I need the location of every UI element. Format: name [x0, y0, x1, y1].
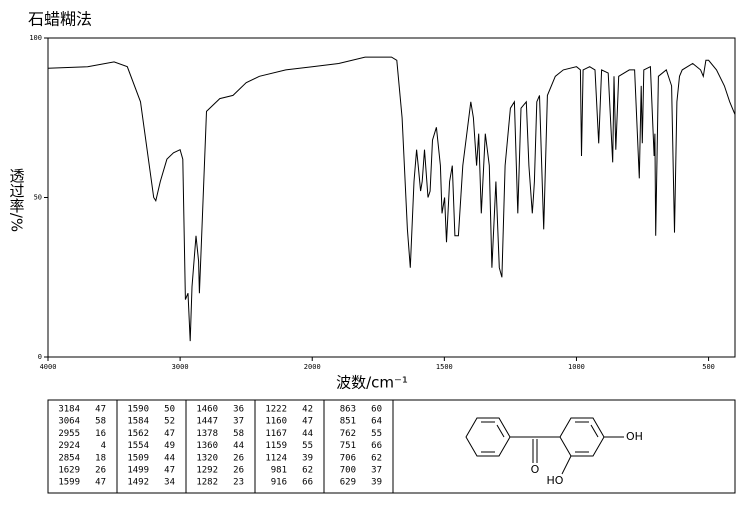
peak-transmittance: 62 [302, 466, 313, 476]
peak-wavenumber: 2854 [58, 453, 80, 463]
peak-transmittance: 47 [95, 405, 106, 415]
x-tick-label: 2000 [304, 363, 321, 371]
peak-transmittance: 55 [302, 441, 313, 451]
peak-transmittance: 44 [302, 429, 313, 439]
double-bond [590, 424, 599, 438]
peak-transmittance: 66 [371, 441, 382, 451]
x-tick-label: 3000 [172, 363, 189, 371]
peak-wavenumber: 1509 [127, 453, 149, 463]
plot-frame [47, 37, 736, 358]
peak-wavenumber: 1629 [58, 466, 80, 476]
peak-transmittance: 62 [371, 453, 382, 463]
y-tick-label: 0 [38, 353, 42, 361]
peak-wavenumber: 3184 [58, 405, 80, 415]
peak-wavenumber: 3064 [58, 417, 80, 427]
peak-wavenumber: 1584 [127, 417, 149, 427]
peak-table-frame [47, 399, 736, 494]
peak-transmittance: 37 [233, 417, 244, 427]
peak-transmittance: 58 [95, 417, 106, 427]
peak-wavenumber: 1562 [127, 429, 149, 439]
peak-transmittance: 26 [95, 466, 106, 476]
peak-wavenumber: 1159 [265, 441, 287, 451]
peak-wavenumber: 2955 [58, 429, 80, 439]
atom-label: O [531, 463, 540, 476]
peak-wavenumber: 1320 [196, 453, 218, 463]
peak-wavenumber: 851 [340, 417, 356, 427]
peak-wavenumber: 1492 [127, 478, 149, 488]
peak-transmittance: 50 [164, 405, 175, 415]
peak-wavenumber: 1360 [196, 441, 218, 451]
ring-left [465, 417, 511, 457]
peak-wavenumber: 1167 [265, 429, 287, 439]
peak-transmittance: 36 [233, 405, 244, 415]
peak-wavenumber: 1378 [196, 429, 218, 439]
peak-transmittance: 39 [371, 478, 382, 488]
peak-wavenumber: 2924 [58, 441, 80, 451]
peak-transmittance: 44 [233, 441, 244, 451]
peak-transmittance: 47 [164, 466, 175, 476]
peak-transmittance: 47 [164, 429, 175, 439]
peak-wavenumber: 1590 [127, 405, 149, 415]
peak-wavenumber: 916 [271, 478, 287, 488]
peak-transmittance: 39 [302, 453, 313, 463]
peak-wavenumber: 1282 [196, 478, 218, 488]
peak-wavenumber: 706 [340, 453, 356, 463]
peak-wavenumber: 1292 [196, 466, 218, 476]
x-axis-label: 波数/cm⁻¹ [336, 374, 408, 392]
peak-transmittance: 34 [164, 478, 175, 488]
peak-transmittance: 26 [233, 453, 244, 463]
peak-wavenumber: 762 [340, 429, 356, 439]
double-bond [496, 424, 505, 438]
peak-wavenumber: 1222 [265, 405, 287, 415]
x-tick-label: 1500 [436, 363, 453, 371]
peak-transmittance: 18 [95, 453, 106, 463]
spectrum-line [47, 56, 736, 342]
peak-wavenumber: 1460 [196, 405, 218, 415]
peak-wavenumber: 981 [271, 466, 287, 476]
x-tick-label: 4000 [40, 363, 57, 371]
structure [465, 417, 624, 475]
peak-transmittance: 37 [371, 466, 382, 476]
y-axis-label: 透过率/% [8, 168, 26, 232]
peak-transmittance: 52 [164, 417, 175, 427]
peak-wavenumber: 863 [340, 405, 356, 415]
peak-wavenumber: 1160 [265, 417, 287, 427]
peak-transmittance: 60 [371, 405, 382, 415]
peak-transmittance: 47 [95, 478, 106, 488]
peak-wavenumber: 1599 [58, 478, 80, 488]
peak-transmittance: 47 [302, 417, 313, 427]
ring-right [559, 417, 605, 457]
peak-wavenumber: 1554 [127, 441, 149, 451]
bond [561, 455, 572, 475]
peak-transmittance: 55 [371, 429, 382, 439]
peak-transmittance: 66 [302, 478, 313, 488]
peak-wavenumber: 629 [340, 478, 356, 488]
peak-wavenumber: 1447 [196, 417, 218, 427]
peak-wavenumber: 1499 [127, 466, 149, 476]
peak-wavenumber: 1124 [265, 453, 287, 463]
x-tick-label: 500 [702, 363, 715, 371]
peak-transmittance: 49 [164, 441, 175, 451]
peak-wavenumber: 700 [340, 466, 356, 476]
peak-transmittance: 26 [233, 466, 244, 476]
atom-label: OH [626, 430, 643, 443]
peak-transmittance: 58 [233, 429, 244, 439]
peak-transmittance: 4 [101, 441, 106, 451]
y-tick-label: 50 [34, 194, 42, 202]
peak-transmittance: 16 [95, 429, 106, 439]
chart-title: 石蜡糊法 [28, 10, 92, 29]
peak-transmittance: 44 [164, 453, 175, 463]
peak-wavenumber: 751 [340, 441, 356, 451]
x-tick-label: 1000 [568, 363, 585, 371]
peak-transmittance: 64 [371, 417, 382, 427]
atom-label: HO [547, 474, 564, 487]
peak-transmittance: 23 [233, 478, 244, 488]
y-tick-label: 100 [29, 34, 42, 42]
peak-transmittance: 42 [302, 405, 313, 415]
